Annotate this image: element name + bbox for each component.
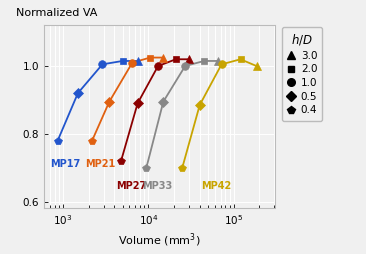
Text: Normalized VA: Normalized VA <box>16 8 98 18</box>
Text: MP27: MP27 <box>116 181 146 191</box>
Text: MP42: MP42 <box>202 181 232 191</box>
X-axis label: Volume (mm$^3$): Volume (mm$^3$) <box>118 231 201 249</box>
Text: MP17: MP17 <box>50 159 80 169</box>
Text: MP33: MP33 <box>142 181 172 191</box>
Text: MP21: MP21 <box>85 159 115 169</box>
Legend: 3.0, 2.0, 1.0, 0.5, 0.4: 3.0, 2.0, 1.0, 0.5, 0.4 <box>282 27 322 121</box>
